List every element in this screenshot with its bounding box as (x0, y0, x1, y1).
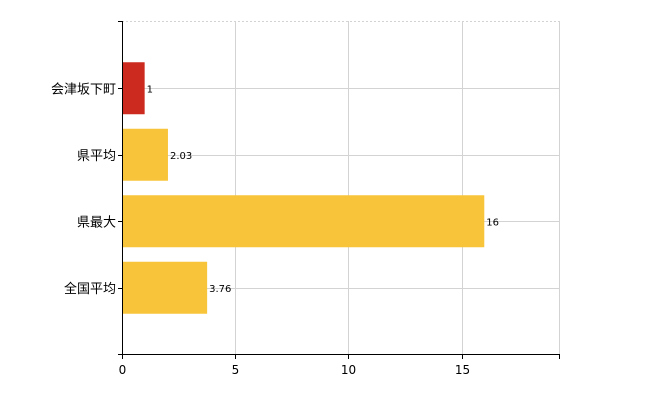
data-label-3: 3.76 (209, 284, 231, 295)
labels: 1 会津坂下町 2.03 県平均 16 県最大 3.76 全国平均 0 5 10 15 (51, 82, 499, 377)
bar-1 (122, 128, 168, 181)
bar-2 (122, 195, 485, 248)
bar-3 (122, 261, 208, 314)
x-tick-label-1: 5 (232, 363, 240, 377)
x-tick-label-2: 10 (341, 363, 356, 377)
x-tick-label-0: 0 (119, 363, 127, 377)
grid-lines (122, 21, 560, 354)
data-label-2: 16 (486, 217, 499, 228)
axes (118, 21, 560, 359)
x-tick-label-3: 15 (455, 363, 470, 377)
bar-0 (122, 62, 145, 115)
category-label-3: 全国平均 (64, 281, 116, 297)
data-label-0: 1 (147, 84, 153, 95)
data-label-1: 2.03 (170, 151, 192, 162)
bars (122, 62, 485, 314)
category-label-2: 県最大 (77, 215, 116, 230)
category-label-1: 県平均 (77, 149, 116, 164)
category-label-0: 会津坂下町 (51, 82, 116, 97)
